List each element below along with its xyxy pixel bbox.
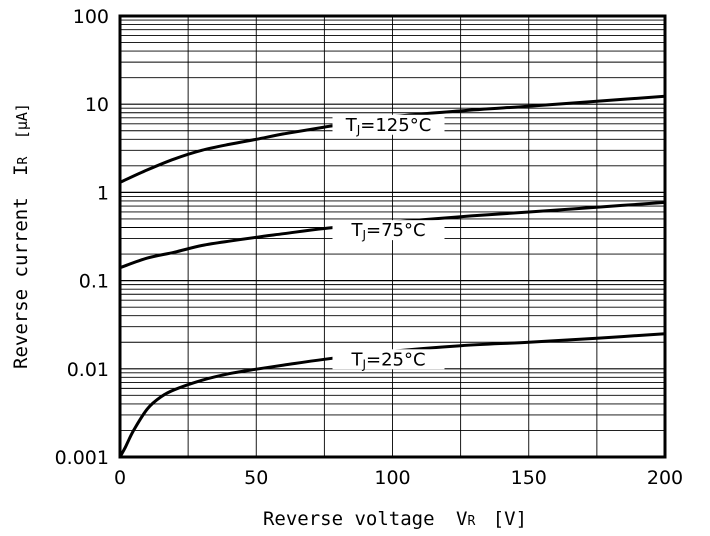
x-tick-label: 100 [374,467,410,489]
y-axis-unit: [μA] [13,103,31,139]
series-curve [118,332,666,458]
x-tick-label: 150 [511,467,547,489]
series-label-background [332,349,445,370]
x-axis-unit: [V] [493,508,527,530]
x-tick-label: 0 [114,467,126,489]
series-curve [119,94,666,184]
curve-labels: TJ=125°C TJ=75°C TJ=25°C [332,114,445,371]
series-label-background [332,220,445,241]
x-axis-symbol-sub: R [467,514,475,529]
series-label: TJ=125°C [345,115,432,137]
y-axis-title-text: Reverse current [10,197,32,369]
y-tick-label: 0.001 [55,447,109,469]
y-axis-symbol: I [10,164,32,175]
curves [118,94,666,458]
x-axis-symbol: V [456,508,467,530]
y-tick-label: 0.01 [67,359,109,381]
y-tick-label: 1 [97,182,109,204]
series-label: TJ=75°C [350,220,425,242]
x-axis-title-text: Reverse voltage [263,508,435,530]
y-axis-title: Reverse current IR [μA] [10,103,32,369]
series-label-background [332,114,445,135]
y-tick-label: 100 [73,6,109,28]
series-label: TJ=25°C [350,349,425,371]
plot-frame [118,14,667,459]
y-tick-label: 0.1 [79,271,109,293]
series-curve [119,200,666,270]
y-axis-symbol-sub: R [16,156,31,164]
x-tick-label: 50 [244,467,268,489]
x-tick-label: 200 [647,467,683,489]
x-axis-title: Reverse voltage VR [V] [263,508,527,530]
tick-labels: 0 50 100 150 200 0.001 0.01 0.1 1 10 100 [55,6,684,489]
grid [120,16,665,458]
y-tick-label: 10 [85,94,109,116]
